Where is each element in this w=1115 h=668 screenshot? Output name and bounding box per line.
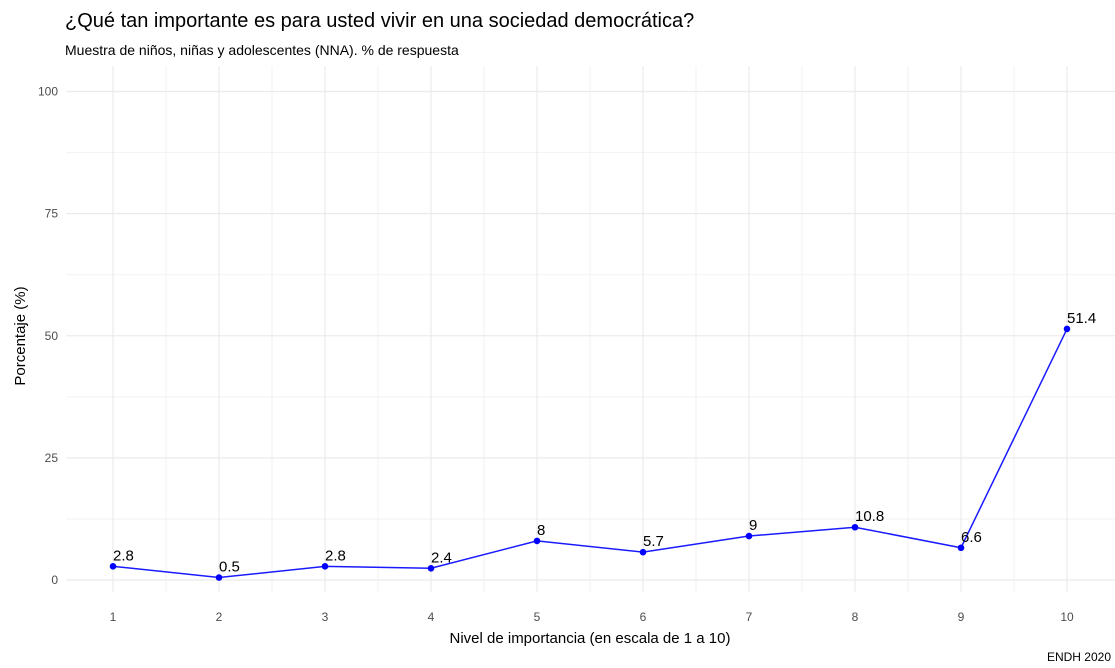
x-tick-label: 3	[322, 610, 329, 624]
data-point	[533, 537, 541, 545]
y-tick-label: 100	[38, 85, 58, 99]
x-axis-ticks: 1 2 3 4 5 6 7 8 9 10	[110, 610, 1074, 624]
series-line	[112, 328, 1068, 579]
y-tick-label: 50	[45, 329, 59, 343]
data-point	[745, 532, 753, 540]
x-tick-label: 10	[1060, 610, 1074, 624]
data-label: 5.7	[643, 533, 664, 550]
x-tick-label: 4	[428, 610, 435, 624]
data-label: 8	[537, 522, 545, 539]
x-tick-label: 2	[216, 610, 223, 624]
data-labels: 2.8 0.5 2.8 2.4 8 5.7 9 10.8 6.6 51.4	[113, 310, 1096, 576]
data-point	[639, 548, 647, 556]
chart-subtitle: Muestra de niños, niñas y adolescentes (…	[65, 42, 459, 58]
data-label: 2.8	[113, 547, 134, 564]
y-tick-label: 25	[45, 451, 59, 465]
data-label: 0.5	[219, 559, 240, 576]
x-tick-label: 9	[958, 610, 965, 624]
data-point	[957, 544, 965, 552]
minor-gridlines	[66, 66, 1115, 592]
data-point	[851, 523, 859, 531]
data-points	[109, 325, 1071, 581]
major-gridlines	[66, 66, 1115, 592]
x-tick-label: 1	[110, 610, 117, 624]
data-point	[215, 574, 223, 581]
data-label: 6.6	[961, 529, 982, 546]
y-tick-label: 0	[51, 573, 58, 587]
x-tick-label: 6	[640, 610, 647, 624]
data-label: 10.8	[855, 508, 884, 525]
x-tick-label: 7	[746, 610, 753, 624]
data-point	[321, 563, 329, 570]
data-label: 51.4	[1067, 310, 1096, 327]
chart-title: ¿Qué tan importante es para usted vivir …	[65, 10, 695, 32]
data-label: 9	[749, 517, 757, 534]
x-tick-label: 5	[534, 610, 541, 624]
data-point	[109, 563, 117, 570]
y-axis-ticks: 0 25 50 75 100	[38, 85, 58, 588]
x-tick-label: 8	[852, 610, 859, 624]
x-axis-title: Nivel de importancia (en escala de 1 a 1…	[450, 630, 731, 647]
data-point	[1063, 325, 1071, 333]
data-label: 2.8	[325, 547, 346, 564]
data-point	[427, 564, 435, 572]
data-label: 2.4	[431, 549, 452, 566]
y-axis-title: Porcentaje (%)	[12, 286, 29, 385]
y-tick-label: 75	[45, 207, 59, 221]
chart-caption: ENDH 2020	[1046, 650, 1111, 664]
